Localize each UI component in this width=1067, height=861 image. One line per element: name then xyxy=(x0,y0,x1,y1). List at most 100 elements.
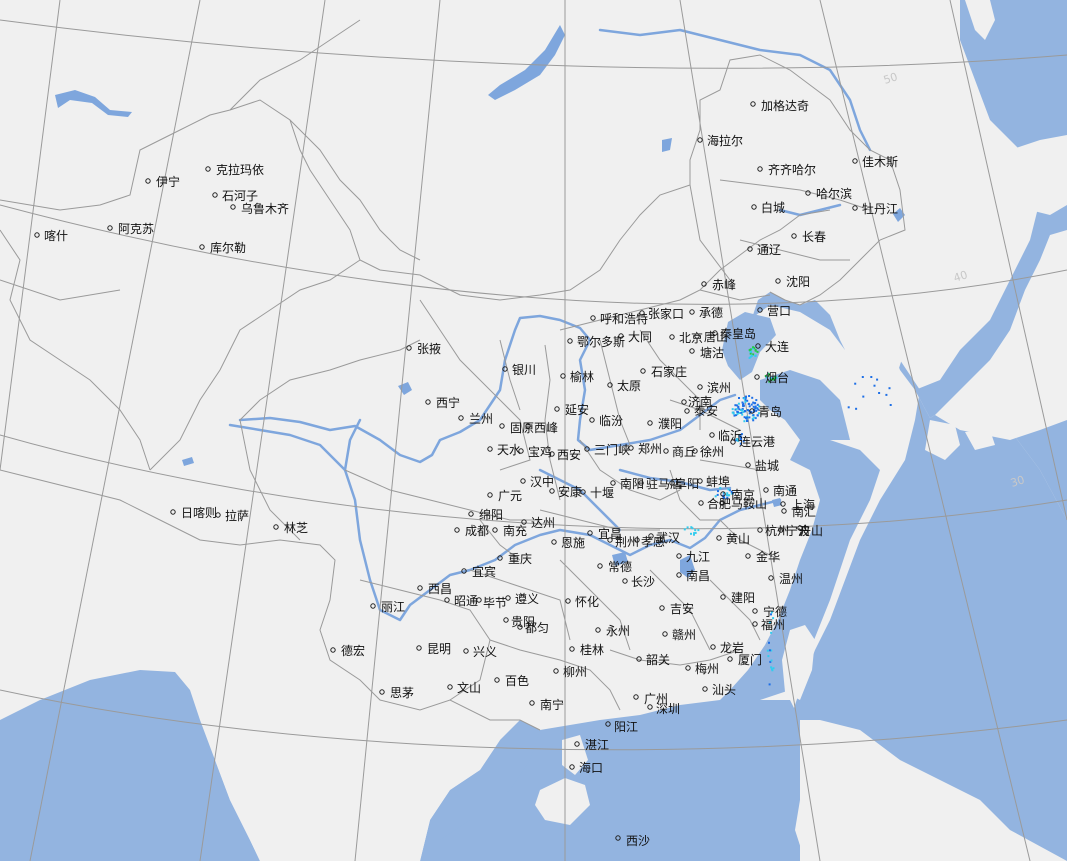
city-zhanjiang[interactable]: 湛江 xyxy=(574,738,609,752)
city-nyingchi[interactable]: 林芝 xyxy=(273,520,308,535)
city-ningde[interactable]: 宁德 xyxy=(752,604,787,619)
city-yulin[interactable]: 榆林 xyxy=(560,369,594,384)
city-shigatse[interactable]: 日喀则 xyxy=(170,506,217,520)
city-yancheng[interactable]: 盐城 xyxy=(745,459,779,473)
city-mianyang[interactable]: 绵阳 xyxy=(468,508,503,522)
city-chifeng[interactable]: 赤峰 xyxy=(701,278,736,292)
city-huangshan[interactable]: 黄山 xyxy=(716,532,750,546)
city-baise[interactable]: 百色 xyxy=(494,674,529,688)
city-nanning[interactable]: 南宁 xyxy=(529,697,564,712)
city-nanchang[interactable]: 南昌 xyxy=(676,568,710,583)
city-harbin[interactable]: 哈尔滨 xyxy=(805,186,852,201)
city-nanyang[interactable]: 南阳 xyxy=(610,476,644,491)
city-yanan[interactable]: 延安 xyxy=(554,402,589,417)
city-guyuan[interactable]: 固原 xyxy=(499,421,534,435)
city-jinhua[interactable]: 金华 xyxy=(745,549,780,564)
city-dehong[interactable]: 德宏 xyxy=(330,643,365,658)
city-nanjing[interactable]: 南京 xyxy=(720,487,755,502)
city-taiyuan[interactable]: 太原 xyxy=(607,378,641,393)
city-guilin[interactable]: 桂林 xyxy=(569,642,604,657)
city-shijiazhuang[interactable]: 石家庄 xyxy=(640,364,687,379)
city-xisha[interactable]: 西沙 xyxy=(615,834,650,848)
city-nantong[interactable]: 南通 xyxy=(763,483,797,498)
city-yingkou[interactable]: 营口 xyxy=(757,304,791,318)
city-haikou[interactable]: 海口 xyxy=(569,760,603,775)
city-ningbo[interactable]: 宁波 xyxy=(778,523,810,538)
city-fuyang[interactable]: 阜阳 xyxy=(669,477,699,491)
city-xuzhou[interactable]: 徐州 xyxy=(692,444,724,459)
city-jiujiang[interactable]: 九江 xyxy=(676,550,710,564)
city-duyun[interactable]: 都匀 xyxy=(517,621,549,635)
city-chengdu[interactable]: 成都 xyxy=(454,524,489,538)
city-wenshan[interactable]: 文山 xyxy=(447,680,481,695)
city-datong[interactable]: 大同 xyxy=(618,330,652,344)
city-jiagedaqi[interactable]: 加格达奇 xyxy=(750,98,809,113)
city-nanhui[interactable]: 南汇 xyxy=(781,504,816,519)
city-kashgar[interactable]: 喀什 xyxy=(34,229,68,243)
city-urumqi[interactable]: 乌鲁木齐 xyxy=(230,201,289,216)
city-binzhou[interactable]: 滨州 xyxy=(697,380,731,395)
city-wuhan[interactable]: 武汉 xyxy=(648,531,680,545)
city-yichang[interactable]: 宜昌 xyxy=(587,526,622,541)
city-zhengzhou[interactable]: 郑州 xyxy=(628,441,662,456)
city-enshi[interactable]: 恩施 xyxy=(551,536,585,550)
city-changde[interactable]: 常德 xyxy=(597,559,632,574)
city-bengbu[interactable]: 蚌埠 xyxy=(697,475,730,489)
city-shenyang[interactable]: 沈阳 xyxy=(775,274,810,289)
city-xifeng[interactable]: 西峰 xyxy=(525,421,558,435)
city-hangzhou[interactable]: 杭州 xyxy=(757,523,789,538)
city-wenzhou[interactable]: 温州 xyxy=(768,572,803,586)
city-shiyan[interactable]: 十堰 xyxy=(580,486,614,500)
city-guiyang[interactable]: 贵阳 xyxy=(503,615,535,629)
city-lanzhou[interactable]: 兰州 xyxy=(458,412,493,426)
city-fuzhou[interactable]: 福州 xyxy=(752,617,785,632)
city-xining[interactable]: 西宁 xyxy=(425,395,460,410)
city-yongzhou[interactable]: 永州 xyxy=(595,624,630,638)
city-hefei[interactable]: 合肥 xyxy=(698,496,731,511)
city-aksu[interactable]: 阿克苏 xyxy=(107,222,154,236)
city-dalian[interactable]: 大连 xyxy=(755,339,789,354)
city-guangzhou[interactable]: 广州 xyxy=(633,692,668,706)
city-kunming[interactable]: 昆明 xyxy=(416,642,451,656)
city-shantou[interactable]: 汕头 xyxy=(702,683,736,697)
city-simao[interactable]: 思茅 xyxy=(379,686,414,700)
city-xichang[interactable]: 西昌 xyxy=(417,582,452,596)
city-zhoushan[interactable]: 舟山 xyxy=(797,524,823,538)
city-longyan[interactable]: 龙岩 xyxy=(710,640,744,655)
city-zunyi[interactable]: 遵义 xyxy=(505,591,539,606)
city-changsha[interactable]: 长沙 xyxy=(622,575,655,589)
city-chongqing[interactable]: 重庆 xyxy=(497,552,532,566)
city-jiamusi[interactable]: 佳木斯 xyxy=(852,155,898,169)
city-qingdao[interactable]: 青岛 xyxy=(749,404,782,419)
city-jinan[interactable]: 济南 xyxy=(681,394,712,409)
city-zhaotong[interactable]: 昭通 xyxy=(444,594,478,608)
city-zhangjiakou[interactable]: 张家口 xyxy=(639,306,684,321)
city-beijing[interactable]: 北京 xyxy=(669,331,703,345)
city-yibin[interactable]: 宜宾 xyxy=(461,564,496,579)
city-puyang[interactable]: 濮阳 xyxy=(647,416,682,431)
city-tongliao[interactable]: 通辽 xyxy=(747,243,781,257)
city-linfen[interactable]: 临汾 xyxy=(589,414,623,428)
city-chengde[interactable]: 承德 xyxy=(689,305,723,320)
city-tanggu[interactable]: 塘沽 xyxy=(689,345,724,360)
city-changchun[interactable]: 长春 xyxy=(791,230,826,244)
city-yining[interactable]: 伊宁 xyxy=(145,174,180,189)
city-liuzhou[interactable]: 柳州 xyxy=(553,665,587,679)
city-zhangye[interactable]: 张掖 xyxy=(406,342,441,356)
city-shihezi[interactable]: 石河子 xyxy=(212,189,258,203)
city-baicheng[interactable]: 白城 xyxy=(751,200,785,215)
city-korla[interactable]: 库尔勒 xyxy=(199,240,246,255)
city-mudanjiang[interactable]: 牡丹江 xyxy=(852,201,898,216)
city-meizhou[interactable]: 梅州 xyxy=(685,661,719,676)
city-jianyang[interactable]: 建阳 xyxy=(720,591,755,605)
city-sanmenxia[interactable]: 三门峡 xyxy=(584,442,630,457)
city-yinchuan[interactable]: 银川 xyxy=(502,363,536,377)
city-ankang[interactable]: 安康 xyxy=(549,484,582,499)
city-nanchong[interactable]: 南充 xyxy=(492,523,527,538)
city-shanghai[interactable]: 上海 xyxy=(780,497,815,512)
city-lijiang[interactable]: 丽江 xyxy=(370,600,405,614)
city-bijie[interactable]: 毕节 xyxy=(476,596,507,610)
city-jian[interactable]: 吉安 xyxy=(659,601,694,616)
city-qinhuangdao[interactable]: 秦皇岛 xyxy=(712,326,756,341)
